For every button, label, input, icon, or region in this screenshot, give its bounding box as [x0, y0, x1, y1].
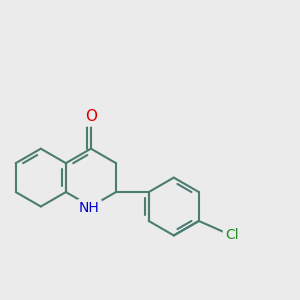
Text: NH: NH [79, 201, 100, 215]
Text: Cl: Cl [225, 228, 238, 242]
Text: O: O [85, 110, 97, 124]
